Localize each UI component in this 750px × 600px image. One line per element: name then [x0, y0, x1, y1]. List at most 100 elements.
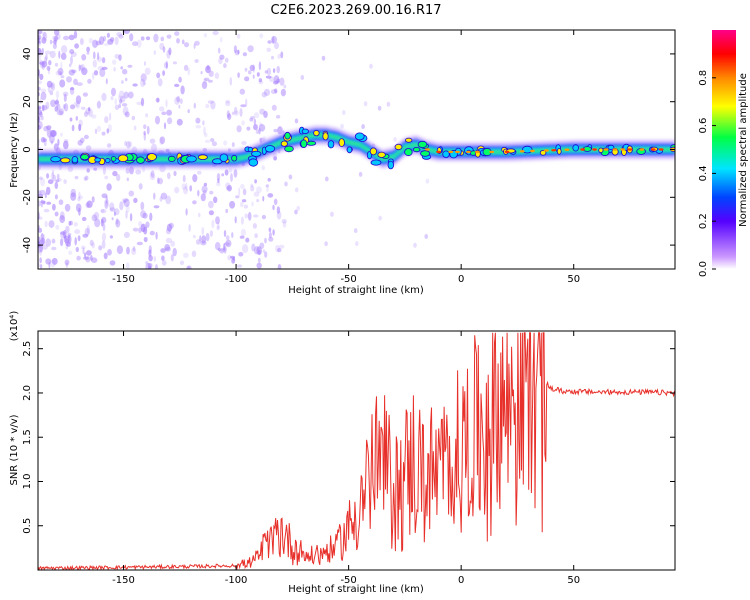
noise-blob — [91, 114, 97, 119]
noise-blob — [200, 193, 206, 202]
noise-blob — [47, 179, 54, 185]
noise-blob — [259, 122, 263, 127]
signal-blob — [284, 131, 291, 140]
noise-blob — [221, 173, 225, 177]
noise-blob — [240, 183, 245, 190]
noise-blob — [187, 67, 191, 76]
noise-blob — [92, 72, 95, 80]
noise-blob — [353, 228, 358, 234]
noise-blob — [325, 176, 329, 182]
noise-blob — [125, 141, 131, 149]
x-tick-label: 50 — [567, 274, 580, 285]
noise-blob — [263, 88, 271, 96]
noise-blob — [226, 110, 230, 118]
noise-blob — [321, 55, 326, 61]
noise-blob — [80, 38, 84, 45]
signal-peak — [612, 148, 618, 151]
noise-blob — [259, 33, 264, 39]
noise-blob — [55, 224, 60, 230]
noise-blob — [79, 64, 84, 70]
noise-blob — [105, 78, 108, 85]
noise-blob — [274, 88, 278, 94]
noise-blob — [213, 196, 218, 204]
noise-blob — [215, 216, 220, 225]
noise-blob — [217, 221, 220, 230]
noise-blob — [181, 183, 187, 190]
noise-blob — [194, 40, 200, 46]
noise-blob — [48, 67, 50, 75]
noise-blob — [96, 100, 101, 109]
noise-blob — [38, 36, 41, 44]
noise-blob — [239, 88, 245, 95]
noise-blob — [261, 214, 266, 220]
noise-blob — [193, 43, 196, 49]
noise-blob — [239, 201, 244, 208]
noise-blob — [172, 247, 177, 257]
noise-blob — [84, 252, 87, 259]
noise-blob — [68, 250, 73, 256]
noise-blob — [194, 59, 199, 63]
signal-blob — [394, 143, 403, 151]
noise-blob — [75, 116, 79, 121]
noise-blob — [172, 61, 177, 65]
noise-blob — [51, 257, 58, 265]
noise-blob — [60, 132, 63, 137]
noise-blob — [143, 236, 148, 243]
noise-blob — [132, 41, 139, 47]
noise-blob — [124, 141, 127, 146]
signal-edge — [38, 129, 675, 165]
noise-blob — [240, 228, 246, 237]
noise-blob — [168, 222, 174, 229]
noise-blob — [266, 47, 272, 52]
noise-blob — [87, 78, 92, 84]
noise-blob — [39, 73, 44, 81]
noise-blob — [146, 125, 150, 135]
noise-blob — [294, 209, 298, 215]
noise-blob — [77, 235, 81, 242]
noise-blob — [45, 101, 50, 110]
noise-blob — [100, 218, 104, 227]
noise-blob — [153, 50, 156, 55]
noise-blob — [249, 118, 254, 122]
noise-blob — [116, 32, 123, 37]
noise-blob — [149, 212, 153, 221]
noise-blob — [264, 70, 268, 74]
signal-blob — [94, 157, 101, 163]
noise-blob — [39, 97, 42, 105]
noise-blob — [51, 246, 57, 251]
noise-blob — [50, 83, 54, 89]
noise-blob — [132, 83, 138, 87]
noise-blob — [300, 75, 305, 80]
noise-blob — [68, 34, 75, 41]
noise-blob — [126, 246, 130, 255]
noise-blob — [54, 100, 60, 105]
noise-blob — [247, 70, 252, 75]
noise-blob — [38, 243, 43, 253]
noise-blob — [128, 141, 133, 148]
noise-blob — [255, 129, 260, 135]
noise-blob — [82, 247, 85, 255]
signal-peak — [564, 148, 570, 151]
noise-blob — [123, 198, 130, 207]
y-tick-label: 40 — [22, 48, 33, 61]
y-tick-label: 0 — [22, 146, 33, 152]
noise-blob — [157, 78, 163, 87]
noise-blob — [39, 176, 43, 181]
noise-blob — [174, 186, 180, 194]
noise-blob — [94, 218, 101, 228]
noise-blob — [140, 223, 146, 233]
noise-blob — [41, 47, 44, 55]
noise-blob — [217, 47, 221, 54]
signal-peak — [504, 150, 510, 154]
noise-blob — [113, 67, 116, 72]
noise-blob — [153, 192, 156, 200]
noise-blob — [166, 109, 173, 116]
noise-blob — [45, 53, 48, 61]
noise-blob — [223, 230, 227, 237]
noise-blob — [78, 191, 81, 199]
noise-blob — [86, 51, 90, 55]
noise-blob — [178, 104, 181, 109]
noise-blob — [68, 69, 75, 76]
noise-blob — [252, 223, 257, 229]
noise-blob — [277, 248, 282, 253]
